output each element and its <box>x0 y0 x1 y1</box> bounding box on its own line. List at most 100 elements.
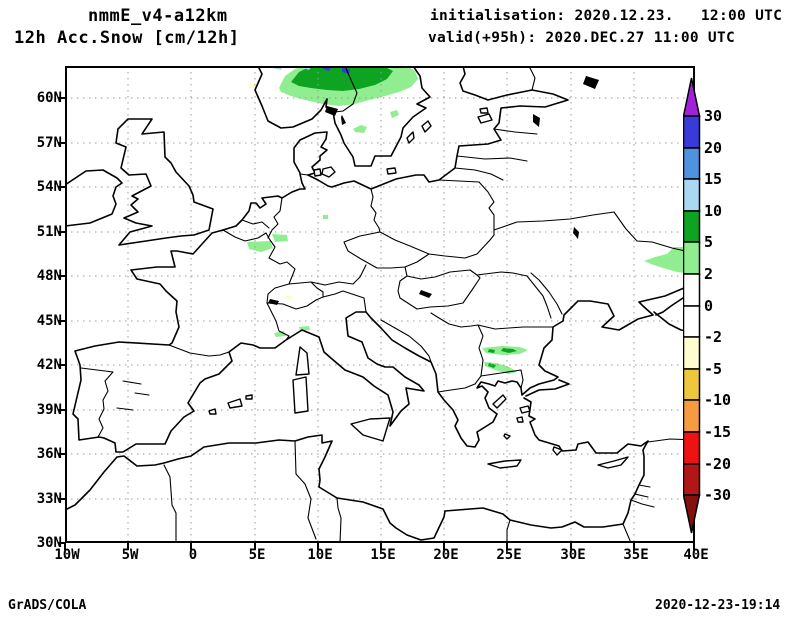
lon-label: 10E <box>307 547 333 563</box>
colorbar-segment <box>683 115 701 149</box>
lon-label: 30E <box>560 547 586 563</box>
lat-label: 42N <box>36 357 62 373</box>
lon-label: 25E <box>496 547 522 563</box>
islands <box>208 107 629 469</box>
lake-vattern <box>341 115 346 125</box>
colorbar-level: -2 <box>704 328 722 346</box>
lake-balaton <box>419 290 432 298</box>
coast-jutland <box>293 131 328 176</box>
grads-credit: GrADS/COLA <box>8 598 87 613</box>
island-crete <box>487 459 522 469</box>
coast-marmara-south <box>525 379 570 397</box>
lon-label: 15E <box>370 547 396 563</box>
valid-line: valid(+95h): 2020.DEC.27 11:00 UTC <box>428 30 736 46</box>
border-danube-bulgaria <box>477 324 554 330</box>
model-name: nmmE_v4-a12km <box>88 6 228 26</box>
lon-tick <box>127 543 129 550</box>
lat-label: 60N <box>36 90 62 106</box>
coast-baltic <box>307 66 569 190</box>
border-kaliningrad <box>438 179 480 183</box>
coast-norway-sweden <box>254 66 431 167</box>
border-lithuania-belarus <box>454 167 504 181</box>
country-borders <box>80 66 695 543</box>
snow-patch-belgium-1 <box>272 234 288 242</box>
border-levant-2 <box>634 493 649 498</box>
coast-balkans-blacksea <box>365 283 695 448</box>
lon-tick <box>254 543 256 550</box>
coast-great-britain <box>115 118 214 246</box>
border-czech <box>343 231 430 269</box>
lat-tick <box>58 320 65 322</box>
island-oland <box>406 131 415 144</box>
island-zealand <box>321 166 336 178</box>
border-denmark-germany <box>299 173 309 176</box>
border-tunisia-libya <box>336 497 342 543</box>
lat-label: 30N <box>36 535 62 551</box>
island-corsica <box>295 346 310 376</box>
border-norway-sweden <box>334 66 358 113</box>
lat-label: 54N <box>36 179 62 195</box>
snow-speck-swiss-yellow <box>285 295 292 300</box>
border-austria-hungary <box>397 266 408 299</box>
lat-tick <box>58 542 65 544</box>
colorbar-segment <box>683 147 701 180</box>
island-rhodes <box>552 446 563 456</box>
lat-label: 57N <box>36 135 62 151</box>
colorbar-segment <box>683 178 701 212</box>
lon-label: 40E <box>683 547 709 563</box>
lat-tick <box>58 364 65 366</box>
snow-shading <box>247 66 694 374</box>
border-greece-north <box>437 369 524 393</box>
border-algeria-tunisia <box>294 440 317 540</box>
snow-patch-sweden-south <box>353 125 367 133</box>
colorbar-level: 20 <box>704 139 722 157</box>
border-netherlands-germany <box>267 197 283 239</box>
border-germany-poland <box>370 188 381 233</box>
colorbar: 30 20 15 10 5 2 0 -2 -5 -10 -15 -20 -30 <box>683 77 731 534</box>
lake-vanern <box>325 106 338 116</box>
lat-tick <box>58 409 65 411</box>
river-spain-2 <box>116 407 134 411</box>
product-name: 12h Acc.Snow [cm/12h] <box>14 28 240 48</box>
island-menorca <box>245 394 253 400</box>
lat-tick <box>58 186 65 188</box>
border-libya-egypt <box>506 519 511 543</box>
coast-france-iberia-italy <box>72 229 425 453</box>
snow-patch-bulgaria-1-core <box>501 348 517 353</box>
border-italy-austria-slovenia <box>322 290 367 313</box>
coast-ireland <box>65 169 123 227</box>
border-serbia <box>430 312 479 328</box>
coastlines <box>65 66 695 541</box>
lake-ladoga <box>583 76 599 89</box>
lon-tick <box>633 543 635 550</box>
lat-label: 33N <box>36 491 62 507</box>
colorbar-level: 15 <box>704 170 722 188</box>
island-lesbos <box>519 405 531 414</box>
lon-label: 10W <box>54 547 80 563</box>
snow-patch-northeast-edge <box>644 247 694 274</box>
border-finland-russia <box>528 66 536 91</box>
island-gotland <box>421 120 432 133</box>
lat-label: 36N <box>36 446 62 462</box>
island-mallorca <box>227 398 243 409</box>
island-euboea <box>492 394 507 409</box>
initialisation-line: initialisation: 2020.12.23. 12:00 UTC <box>430 8 783 24</box>
snow-patch-bulgaria-1-core-b <box>488 349 495 353</box>
map-frame <box>65 66 695 543</box>
colorbar-level: 5 <box>704 233 713 251</box>
border-estonia-latvia <box>493 128 538 135</box>
lon-label: 0 <box>188 547 198 563</box>
border-hungary <box>399 274 481 310</box>
river-spain-3 <box>134 392 150 396</box>
colorbar-level: -20 <box>704 455 731 473</box>
colorbar-segment <box>683 431 701 465</box>
island-hiiumaa <box>479 107 489 114</box>
colorbar-segment <box>683 336 701 370</box>
border-france-belgium-germany <box>222 229 296 285</box>
island-sicily <box>350 417 391 442</box>
border-bulgaria-west <box>477 324 484 377</box>
border-france-italy <box>266 302 290 341</box>
island-saaremaa <box>477 113 493 124</box>
coast-north-sea <box>222 173 306 231</box>
border-poland-east <box>428 181 495 259</box>
